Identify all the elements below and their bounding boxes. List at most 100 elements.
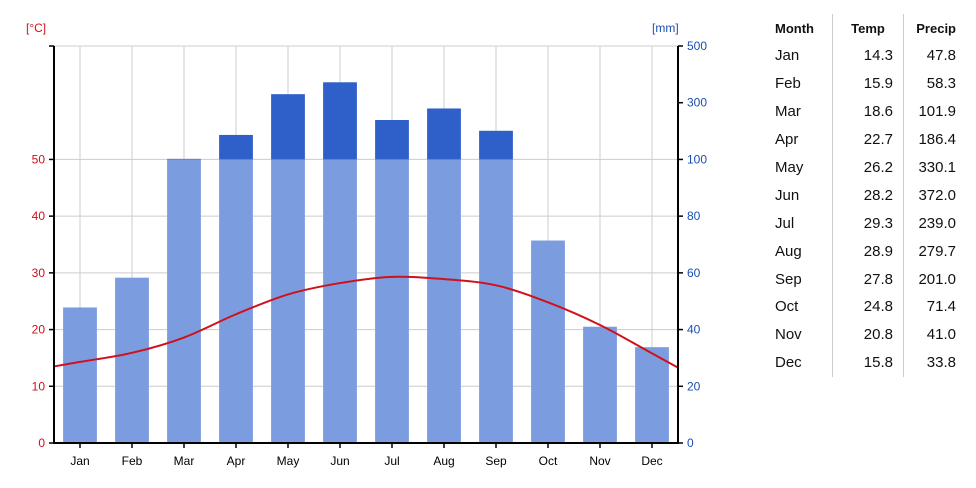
precip-bar-upper-apr (219, 134, 253, 160)
x-tick-label-oct: Oct (539, 454, 558, 468)
precip-bar-jan (63, 307, 97, 443)
table-row: Jun 28.2 372.0 (765, 181, 966, 210)
table-header-row: Month Temp Precip (765, 14, 966, 42)
temp-line-group (53, 275, 679, 369)
table-cell-precip: 101.9 (918, 103, 956, 121)
right-tick-label: 300 (687, 96, 707, 110)
precip-bar-upper-jun (323, 82, 357, 160)
x-tick-label-may: May (277, 454, 300, 468)
right-tick-label: 100 (687, 152, 707, 166)
table-cell-temp: 27.8 (832, 265, 904, 294)
table-cell-precip: 71.4 (926, 298, 956, 316)
table-cell-month: Nov (775, 326, 802, 344)
table-row: Feb 15.9 58.3 (765, 69, 966, 98)
table-row: Dec 15.8 33.8 (765, 348, 966, 377)
header-month: Month (775, 20, 814, 36)
table-cell-month: Jul (775, 214, 795, 232)
right-tick-label: 80 (687, 209, 701, 223)
x-tick-label-jan: Jan (70, 454, 89, 468)
table-cell-temp: 15.8 (832, 348, 904, 377)
table-cell-temp: 22.7 (832, 125, 904, 154)
left-tick-label: 40 (32, 209, 46, 223)
table-cell-month: Feb (775, 75, 801, 93)
right-tick-label: 60 (687, 266, 701, 280)
table-row: Jan 14.3 47.8 (765, 42, 966, 70)
x-tick-label-dec: Dec (641, 454, 662, 468)
table-row: Apr 22.7 186.4 (765, 125, 966, 154)
left-tick-label: 20 (32, 323, 46, 337)
precip-bar-upper-may (271, 94, 305, 160)
table-cell-month: Aug (775, 242, 802, 260)
header-precip: Precip (916, 20, 956, 36)
table-cell-temp: 14.3 (832, 42, 904, 70)
table-row: Oct 24.8 71.4 (765, 293, 966, 321)
table-cell-month: Jun (775, 186, 800, 204)
table-cell-precip: 330.1 (918, 159, 956, 176)
table-cell-precip: 33.8 (926, 354, 956, 372)
x-tick-label-nov: Nov (589, 454, 610, 468)
right-axis-unit-label: [mm] (652, 21, 679, 35)
x-tick-label-mar: Mar (174, 454, 195, 468)
climate-table: Month Temp Precip Jan 14.3 47.8 Feb 15.9 58.3… (765, 14, 966, 377)
table-cell-precip: 239.0 (918, 214, 956, 232)
table-cell-month: Oct (775, 298, 799, 316)
precip-bar-sep (479, 159, 513, 443)
precip-bars (63, 82, 669, 443)
left-tick-label: 50 (32, 152, 46, 166)
table-row: Jul 29.3 239.0 (765, 209, 966, 238)
table-cell-month: Mar (775, 103, 801, 121)
table-row: Mar 18.6 101.9 (765, 97, 966, 126)
table-row: Sep 27.8 201.0 (765, 265, 966, 294)
precip-bar-upper-aug (427, 108, 461, 160)
precip-bar-nov (583, 326, 617, 443)
table-cell-temp: 24.8 (832, 293, 904, 321)
precip-bar-mar (167, 159, 201, 443)
table-row: Aug 28.9 279.7 (765, 237, 966, 266)
table-cell-month: May (775, 159, 804, 176)
table-cell-temp: 28.2 (832, 181, 904, 210)
precip-bar-aug (427, 159, 461, 443)
table-row: Nov 20.8 41.0 (765, 320, 966, 349)
table-cell-precip: 58.3 (926, 75, 956, 93)
precip-bar-jun (323, 159, 357, 443)
table-cell-precip: 186.4 (918, 131, 956, 149)
precip-bar-may (271, 159, 305, 443)
x-tick-label-sep: Sep (485, 454, 507, 468)
table-cell-month: Dec (775, 354, 802, 372)
x-tick-label-aug: Aug (433, 454, 454, 468)
x-tick-label-jun: Jun (330, 454, 349, 468)
table-cell-month: Sep (775, 270, 802, 288)
x-tick-label-feb: Feb (122, 454, 143, 468)
precip-bar-apr (219, 159, 253, 443)
table-cell-month: Jan (775, 47, 800, 65)
precip-bar-upper-mar (167, 158, 201, 160)
table-cell-precip: 47.8 (926, 47, 956, 65)
table-cell-precip: 372.0 (918, 186, 956, 204)
precip-bar-feb (115, 277, 149, 443)
right-tick-label: 0 (687, 436, 694, 450)
precip-bar-dec (635, 347, 669, 443)
precip-bar-jul (375, 159, 409, 443)
table-row: May 26.2 330.1 (765, 153, 966, 182)
table-cell-temp: 28.9 (832, 237, 904, 266)
header-temp: Temp (832, 14, 904, 42)
x-tick-label-jul: Jul (384, 454, 399, 468)
table-cell-temp: 18.6 (832, 97, 904, 126)
table-cell-precip: 279.7 (918, 242, 956, 260)
table-cell-temp: 26.2 (832, 153, 904, 182)
x-tick-label-apr: Apr (227, 454, 246, 468)
table-cell-temp: 20.8 (832, 320, 904, 349)
left-tick-label: 10 (32, 379, 46, 393)
table-cell-temp: 29.3 (832, 209, 904, 238)
right-tick-label: 40 (687, 323, 701, 337)
left-tick-label: 30 (32, 266, 46, 280)
temp-line (53, 275, 679, 369)
table-cell-precip: 41.0 (926, 326, 956, 344)
table-body: Jan 14.3 47.8 Feb 15.9 58.3 Mar 18.6 101.9 Apr 22.… (765, 42, 966, 377)
precip-bar-upper-sep (479, 130, 513, 160)
table-cell-month: Apr (775, 131, 799, 149)
right-tick-label: 20 (687, 379, 701, 393)
precip-bar-oct (531, 240, 565, 443)
